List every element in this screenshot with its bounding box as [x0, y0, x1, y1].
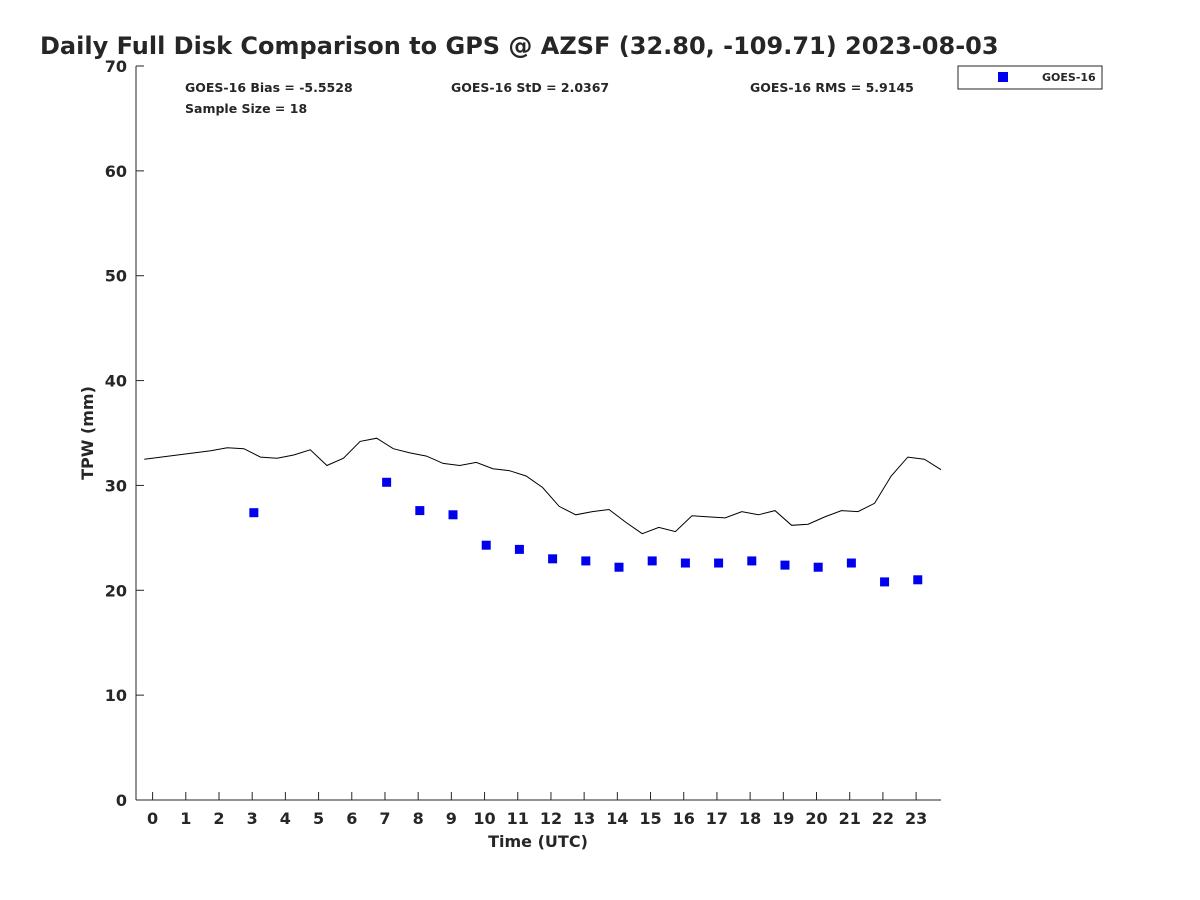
data-point-goes16 — [514, 544, 524, 554]
data-point-goes16 — [481, 540, 491, 550]
data-point-goes16 — [780, 560, 790, 570]
x-tick-label: 10 — [473, 809, 495, 828]
x-tick-label: 15 — [639, 809, 661, 828]
x-tick-label: 11 — [507, 809, 529, 828]
x-tick-label: 21 — [839, 809, 861, 828]
x-axis-label: Time (UTC) — [488, 832, 588, 851]
data-point-goes16 — [647, 556, 657, 566]
axes — [135, 66, 941, 801]
x-tick-label: 23 — [905, 809, 927, 828]
data-point-goes16 — [680, 558, 690, 568]
x-tick-label: 8 — [413, 809, 424, 828]
data-point-goes16 — [581, 556, 591, 566]
data-point-goes16 — [813, 562, 823, 572]
data-point-goes16 — [448, 510, 458, 520]
x-tick-label: 0 — [147, 809, 158, 828]
data-point-goes16 — [880, 577, 890, 587]
y-tick-label: 60 — [105, 162, 127, 181]
series-line — [144, 437, 942, 535]
y-tick-label: 20 — [105, 581, 127, 600]
x-tick-label: 17 — [706, 809, 728, 828]
data-point-goes16 — [846, 558, 856, 568]
plot-area — [144, 437, 942, 587]
bias-annotation: GOES-16 Bias = -5.5528 — [185, 80, 353, 95]
data-point-goes16 — [249, 508, 259, 518]
data-point-goes16 — [382, 477, 392, 487]
chart-title: Daily Full Disk Comparison to GPS @ AZSF… — [40, 32, 999, 60]
x-tick-label: 3 — [247, 809, 258, 828]
x-tick-label: 14 — [606, 809, 628, 828]
legend-box — [957, 65, 1103, 90]
x-tick-label: 13 — [573, 809, 595, 828]
y-ticks: 0 10 20 30 40 50 60 70 — [105, 57, 144, 810]
y-tick-label: 10 — [105, 686, 127, 705]
y-tick-label: 70 — [105, 57, 127, 76]
x-tick-label: 12 — [540, 809, 562, 828]
x-tick-label: 5 — [313, 809, 324, 828]
y-axis-label: TPW (mm) — [78, 386, 97, 480]
sample-size-annotation: Sample Size = 18 — [185, 101, 307, 116]
x-ticks: 0 1 2 3 4 5 6 7 8 9 10 11 12 13 14 15 16 17 18 19 20 21 22 23 — [147, 792, 927, 828]
data-point-goes16 — [614, 562, 624, 572]
x-tick-label: 18 — [739, 809, 761, 828]
x-tick-label: 4 — [280, 809, 291, 828]
x-tick-label: 6 — [346, 809, 357, 828]
legend-marker-goes16 — [998, 72, 1008, 82]
x-tick-label: 2 — [213, 809, 224, 828]
x-tick-label: 20 — [805, 809, 827, 828]
y-tick-label: 40 — [105, 372, 127, 391]
data-point-goes16 — [548, 554, 558, 564]
y-tick-label: 0 — [116, 791, 127, 810]
stats-annotations: GOES-16 Bias = -5.5528 GOES-16 StD = 2.0… — [185, 80, 914, 116]
data-point-goes16 — [747, 556, 757, 566]
y-tick-label: 50 — [105, 267, 127, 286]
x-tick-label: 9 — [446, 809, 457, 828]
x-tick-label: 16 — [673, 809, 695, 828]
legend-label-goes16: GOES-16 — [1042, 71, 1096, 84]
y-tick-label: 30 — [105, 476, 127, 495]
x-tick-label: 19 — [772, 809, 794, 828]
data-point-goes16 — [415, 506, 425, 516]
legend: GOES-16 — [957, 65, 1103, 90]
std-annotation: GOES-16 StD = 2.0367 — [451, 80, 609, 95]
x-tick-label: 1 — [180, 809, 191, 828]
data-point-goes16 — [913, 575, 923, 585]
x-tick-label: 7 — [379, 809, 390, 828]
data-point-goes16 — [714, 558, 724, 568]
rms-annotation: GOES-16 RMS = 5.9145 — [750, 80, 914, 95]
x-tick-label: 22 — [872, 809, 894, 828]
